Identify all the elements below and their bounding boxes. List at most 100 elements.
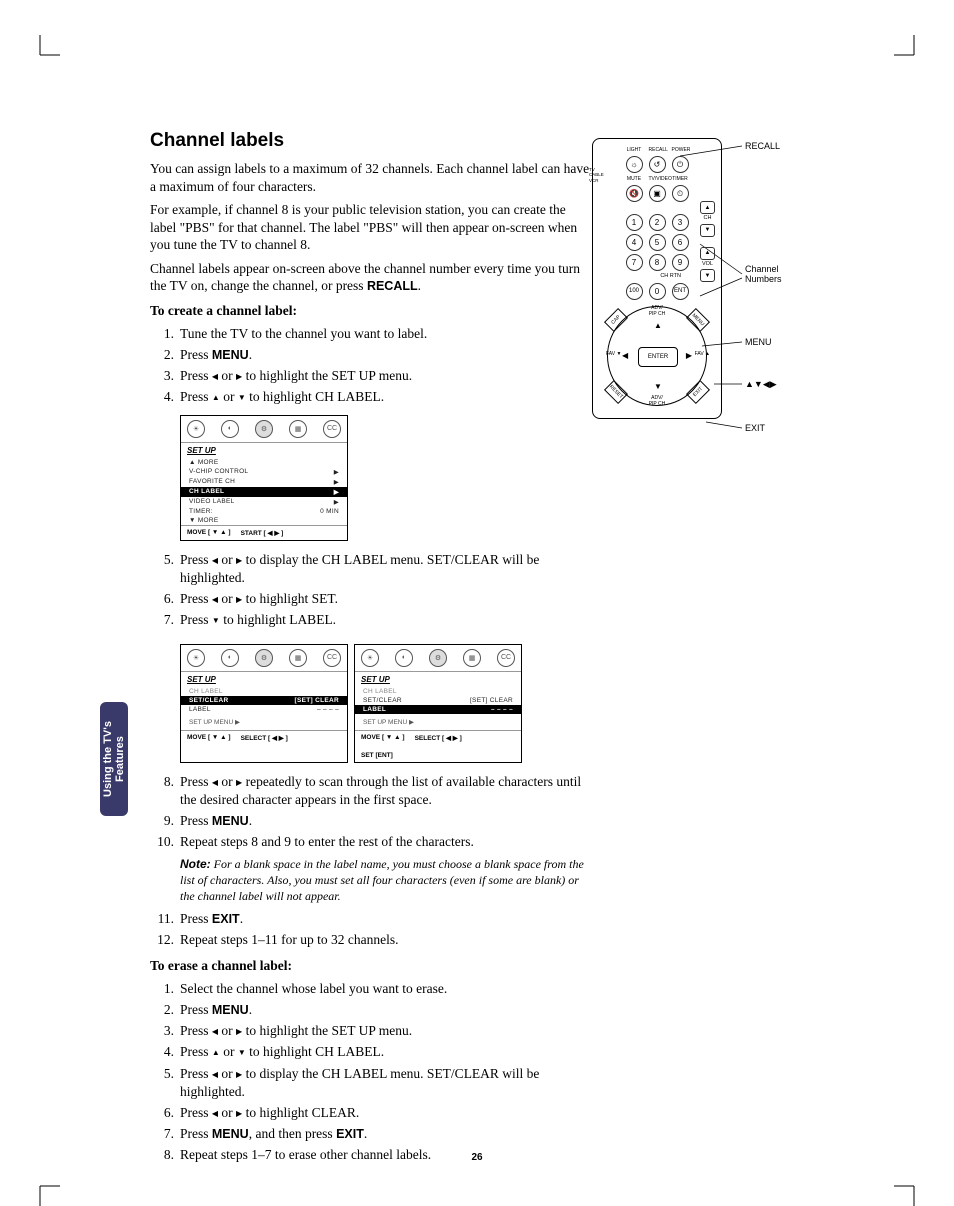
num-0[interactable]: 0 bbox=[649, 283, 666, 300]
num-7[interactable]: 7 bbox=[626, 254, 643, 271]
callout-exit: EXIT bbox=[745, 423, 766, 433]
osd-tab-icon: ⚙ bbox=[255, 420, 273, 438]
erase-step-2: Press MENU. bbox=[150, 1001, 590, 1019]
page-heading: Channel labels bbox=[150, 130, 590, 152]
erase-subhead: To erase a channel label: bbox=[150, 958, 590, 974]
remote-diagram: RECALL Channel Numbers MENU ▲▼◀▶ EXIT TV… bbox=[592, 138, 812, 419]
osd-setup-menu-3: ☀◐⚙▦CC SET UP CH LABEL SET/CLEAR[SET] CL… bbox=[354, 644, 522, 763]
callout-numbers-l2: Numbers bbox=[745, 274, 782, 284]
tvvideo-button[interactable]: ▣ bbox=[649, 185, 666, 202]
vol-up-button[interactable]: ▲ bbox=[700, 247, 715, 260]
ch-up-button[interactable]: ▲ bbox=[700, 201, 715, 214]
crop-mark bbox=[0, 35, 60, 65]
osd-row: LABEL– – – – bbox=[355, 705, 521, 714]
num-8[interactable]: 8 bbox=[649, 254, 666, 271]
create-step-2: Press MENU. bbox=[150, 346, 590, 364]
power-button[interactable]: ⏻ bbox=[672, 156, 689, 173]
right-arrow-button[interactable]: ▶ bbox=[686, 351, 692, 360]
vol-down-button[interactable]: ▼ bbox=[700, 269, 715, 282]
num-2[interactable]: 2 bbox=[649, 214, 666, 231]
osd-row: TIMER:0 MIN bbox=[181, 507, 347, 516]
erase-step-4: Press ▲ or ▼ to highlight CH LABEL. bbox=[150, 1043, 590, 1061]
callout-recall: RECALL bbox=[745, 141, 780, 151]
erase-step-5: Press ◀ or ▶ to display the CH LABEL men… bbox=[150, 1065, 590, 1101]
create-step-7: Press ▼ to highlight LABEL. bbox=[150, 611, 590, 629]
intro-para-1: You can assign labels to a maximum of 32… bbox=[150, 160, 590, 195]
recall-button[interactable]: ↺ bbox=[649, 156, 666, 173]
osd-footer: MOVE [ ▼ ▲ ]START [ ◀ ▶ ] bbox=[181, 525, 347, 540]
create-step-5: Press ◀ or ▶ to display the CH LABEL men… bbox=[150, 551, 590, 587]
enter-button[interactable]: ENTER bbox=[638, 347, 678, 367]
osd-row: SET/CLEAR[SET] CLEAR bbox=[181, 696, 347, 705]
osd-row: ▼ MORE bbox=[181, 516, 347, 525]
osd-tab-icon: ☀ bbox=[187, 420, 205, 438]
create-step-12: Repeat steps 1–11 for up to 32 channels. bbox=[150, 931, 590, 949]
mode-switch: TV CABLE VCR bbox=[589, 167, 604, 183]
ent-button[interactable]: ENT bbox=[672, 283, 689, 300]
create-steps-cont3: Press EXIT. Repeat steps 1–11 for up to … bbox=[150, 910, 590, 949]
osd-tab-icon: CC bbox=[323, 420, 341, 438]
nav-pad: ADV/ PIP CH ▲ FAV ▼ ◀ ENTER ▶ FAV ▲ ▼ AD… bbox=[607, 306, 707, 406]
section-tab-label: Using the TV's Features bbox=[102, 721, 126, 797]
timer-button[interactable]: ⏲ bbox=[672, 185, 689, 202]
create-subhead: To create a channel label: bbox=[150, 303, 590, 319]
recall-button-label: RECALL bbox=[367, 279, 418, 293]
section-tab: Using the TV's Features bbox=[100, 702, 128, 816]
down-arrow-icon: ▼ bbox=[238, 393, 246, 404]
osd-row: VIDEO LABEL▶ bbox=[181, 497, 347, 507]
create-steps-cont: Press ◀ or ▶ to display the CH LABEL men… bbox=[150, 551, 590, 630]
create-step-3: Press ◀ or ▶ to highlight the SET UP men… bbox=[150, 367, 590, 385]
num-4[interactable]: 4 bbox=[626, 234, 643, 251]
create-step-1: Tune the TV to the channel you want to l… bbox=[150, 325, 590, 343]
osd-row: V-CHIP CONTROL▶ bbox=[181, 467, 347, 477]
osd-tab-icon: ▦ bbox=[289, 420, 307, 438]
erase-steps: Select the channel whose label you want … bbox=[150, 980, 590, 1165]
left-arrow-button[interactable]: ◀ bbox=[622, 351, 628, 360]
create-step-10: Repeat steps 8 and 9 to enter the rest o… bbox=[150, 833, 590, 851]
num-5[interactable]: 5 bbox=[649, 234, 666, 251]
num-6[interactable]: 6 bbox=[672, 234, 689, 251]
osd-row: CH LABEL▶ bbox=[181, 487, 347, 497]
num-100[interactable]: 100 bbox=[626, 283, 643, 300]
create-steps-cont2: Press ◀ or ▶ repeatedly to scan through … bbox=[150, 773, 590, 852]
osd-pair: ☀◐⚙▦CC SET UP CH LABEL SET/CLEAR[SET] CL… bbox=[180, 636, 590, 773]
down-arrow-button[interactable]: ▼ bbox=[654, 382, 662, 391]
osd-row: SET/CLEAR[SET] CLEAR bbox=[355, 696, 521, 705]
osd-row: ▲ MORE bbox=[181, 458, 347, 467]
intro-para-2: For example, if channel 8 is your public… bbox=[150, 201, 590, 254]
crop-mark bbox=[894, 35, 954, 65]
remote-row: ☼ ↺ ⏻ bbox=[601, 156, 713, 173]
create-step-9: Press MENU. bbox=[150, 812, 590, 830]
osd-tab-icon: ◐ bbox=[221, 420, 239, 438]
erase-step-7: Press MENU, and then press EXIT. bbox=[150, 1125, 590, 1143]
erase-step-6: Press ◀ or ▶ to highlight CLEAR. bbox=[150, 1104, 590, 1122]
mute-button[interactable]: 🔇 bbox=[626, 185, 643, 202]
page-number: 26 bbox=[0, 1152, 954, 1163]
num-1[interactable]: 1 bbox=[626, 214, 643, 231]
create-step-4: Press ▲ or ▼ to highlight CH LABEL. bbox=[150, 388, 590, 406]
crop-mark bbox=[0, 1176, 60, 1206]
ch-vol-column: ▲ CH ▼ ▲ VOL ▼ bbox=[700, 201, 715, 282]
erase-step-3: Press ◀ or ▶ to highlight the SET UP men… bbox=[150, 1022, 590, 1040]
create-step-8: Press ◀ or ▶ repeatedly to scan through … bbox=[150, 773, 590, 809]
up-arrow-button[interactable]: ▲ bbox=[654, 321, 662, 330]
osd-row: LABEL– – – – bbox=[181, 705, 347, 714]
create-step-11: Press EXIT. bbox=[150, 910, 590, 928]
up-arrow-icon: ▲ bbox=[212, 393, 220, 404]
osd-setup-menu-1: ☀◐⚙▦CC SET UP ▲ MOREV-CHIP CONTROL▶FAVOR… bbox=[180, 415, 348, 541]
callout-numbers-l1: Channel bbox=[745, 264, 779, 274]
osd-title: SET UP bbox=[181, 443, 347, 458]
main-column: Channel labels You can assign labels to … bbox=[150, 130, 590, 1171]
callout-menu: MENU bbox=[745, 337, 772, 347]
callout-arrows: ▲▼◀▶ bbox=[745, 379, 777, 389]
ch-down-button[interactable]: ▼ bbox=[700, 224, 715, 237]
create-steps: Tune the TV to the channel you want to l… bbox=[150, 325, 590, 407]
num-3[interactable]: 3 bbox=[672, 214, 689, 231]
note: Note: For a blank space in the label nam… bbox=[180, 857, 590, 904]
intro-para-3: Channel labels appear on-screen above th… bbox=[150, 260, 590, 295]
light-button[interactable]: ☼ bbox=[626, 156, 643, 173]
erase-step-1: Select the channel whose label you want … bbox=[150, 980, 590, 998]
create-step-6: Press ◀ or ▶ to highlight SET. bbox=[150, 590, 590, 608]
num-9[interactable]: 9 bbox=[672, 254, 689, 271]
osd-setup-menu-2: ☀◐⚙▦CC SET UP CH LABEL SET/CLEAR[SET] CL… bbox=[180, 644, 348, 763]
